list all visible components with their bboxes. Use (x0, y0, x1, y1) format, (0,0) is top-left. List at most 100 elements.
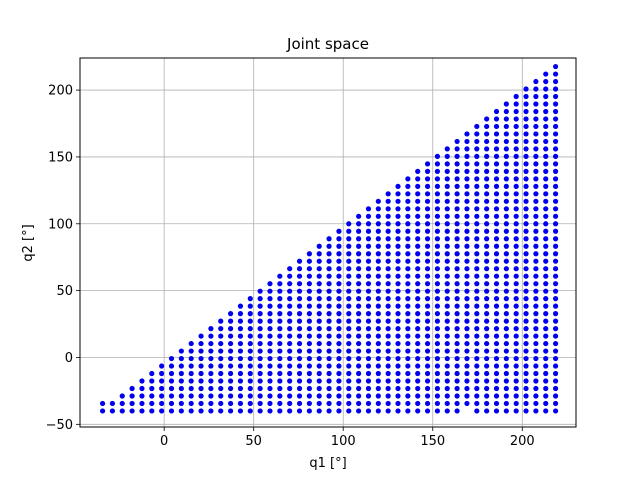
data-point (218, 348, 224, 354)
data-point (415, 168, 421, 174)
data-point (356, 303, 362, 309)
data-point (464, 400, 470, 407)
data-point (493, 326, 500, 332)
data-point (444, 281, 450, 287)
data-point (552, 266, 559, 272)
data-point (365, 251, 372, 257)
data-point (385, 288, 391, 294)
data-point (247, 370, 253, 377)
data-point (493, 318, 500, 324)
data-point (385, 355, 391, 362)
data-point (454, 288, 460, 294)
data-point (533, 146, 539, 152)
data-point (267, 363, 273, 369)
data-point (129, 400, 135, 407)
data-point (375, 363, 381, 369)
data-point (484, 213, 490, 219)
data-point (385, 408, 391, 414)
data-point (346, 288, 352, 294)
data-point (444, 340, 450, 347)
data-point (287, 393, 293, 399)
data-point (474, 311, 480, 317)
data-point (277, 340, 283, 347)
data-point (405, 378, 411, 384)
data-point (385, 296, 391, 302)
data-point (464, 303, 470, 309)
data-point (523, 236, 529, 242)
data-point (227, 333, 234, 339)
data-point (336, 251, 342, 257)
data-point (434, 385, 441, 392)
data-point (149, 385, 155, 392)
data-point (267, 355, 273, 362)
data-point (523, 108, 529, 115)
data-point (513, 378, 519, 384)
data-point (513, 333, 519, 339)
data-point (375, 273, 381, 279)
data-point (227, 370, 234, 377)
data-point (513, 161, 519, 167)
data-point (316, 400, 322, 407)
data-point (178, 363, 184, 369)
data-point (474, 236, 480, 242)
data-point (454, 213, 460, 219)
data-point (218, 378, 224, 384)
data-point (139, 393, 145, 399)
chart-title: Joint space (286, 35, 369, 53)
data-point (365, 236, 372, 242)
data-point (464, 266, 470, 272)
data-point (405, 340, 411, 347)
data-point (208, 400, 214, 407)
data-point (365, 378, 372, 384)
data-point (218, 333, 224, 339)
data-point (356, 340, 362, 347)
data-point (316, 288, 322, 294)
data-point (523, 273, 529, 279)
data-point (346, 333, 352, 339)
data-point (454, 273, 460, 279)
data-point (375, 221, 381, 227)
data-point (513, 123, 519, 130)
data-point (464, 243, 470, 249)
data-point (139, 385, 145, 392)
data-point (533, 400, 539, 407)
data-point (523, 311, 529, 317)
data-point (159, 408, 165, 414)
data-point (503, 340, 509, 347)
data-point (415, 228, 421, 234)
data-point (533, 318, 539, 324)
data-point (513, 393, 519, 399)
data-point (493, 176, 500, 182)
data-point (336, 258, 342, 264)
data-point (434, 296, 441, 302)
data-point (365, 213, 372, 219)
data-point (533, 183, 539, 189)
data-point (513, 408, 519, 414)
data-point (287, 326, 293, 332)
data-point (444, 176, 450, 182)
data-point (424, 213, 431, 219)
data-point (346, 303, 352, 309)
data-point (306, 318, 312, 324)
data-point (178, 370, 184, 377)
data-point (543, 318, 549, 324)
data-point (474, 258, 480, 264)
data-point (395, 198, 401, 204)
data-point (405, 176, 411, 182)
data-point (198, 393, 204, 399)
data-point (454, 400, 460, 407)
data-point (227, 348, 234, 354)
data-point (513, 93, 519, 100)
data-point (434, 355, 441, 362)
data-point (415, 363, 421, 369)
data-point (336, 236, 342, 242)
data-point (316, 266, 322, 272)
data-point (139, 378, 145, 384)
data-point (296, 318, 303, 324)
data-point (493, 146, 500, 152)
data-point (474, 400, 480, 407)
data-point (375, 258, 381, 264)
data-point (424, 176, 431, 182)
data-point (543, 370, 549, 377)
data-point (444, 266, 450, 272)
